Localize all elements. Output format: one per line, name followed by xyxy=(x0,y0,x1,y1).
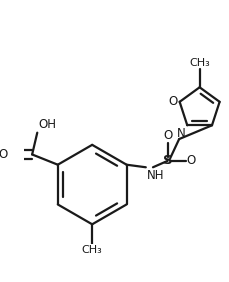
Text: S: S xyxy=(162,154,172,167)
Text: OH: OH xyxy=(38,118,56,131)
Text: CH₃: CH₃ xyxy=(82,245,102,255)
Text: N: N xyxy=(177,127,185,140)
Text: O: O xyxy=(162,129,172,142)
Text: O: O xyxy=(168,95,177,108)
Text: O: O xyxy=(186,154,195,167)
Text: NH: NH xyxy=(147,169,164,182)
Text: CH₃: CH₃ xyxy=(188,58,209,68)
Text: O: O xyxy=(0,148,8,161)
